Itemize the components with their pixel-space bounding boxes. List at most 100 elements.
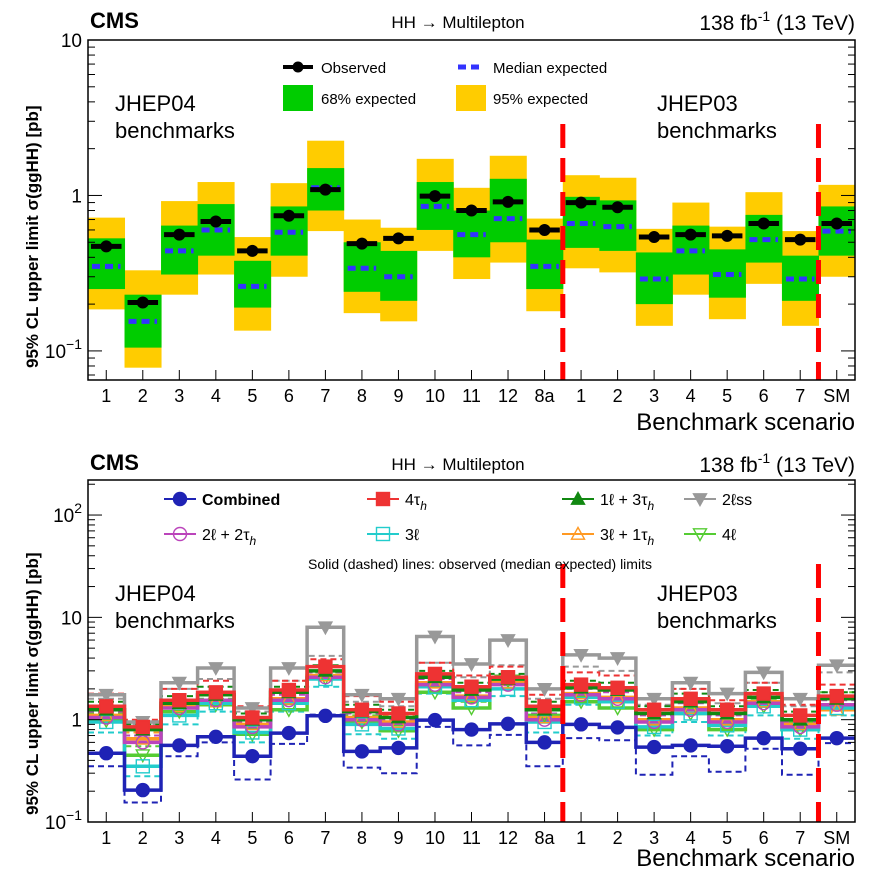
marker-2lss: [317, 621, 334, 636]
legend-label-3l1tau: 3ℓ + 1τh: [600, 527, 655, 548]
observed-marker: [684, 228, 697, 241]
observed-marker: [502, 195, 515, 208]
observed-marker: [465, 204, 478, 217]
top-legend: Observed Median expected 68% expected 95…: [283, 60, 607, 111]
marker-2lss: [756, 666, 772, 681]
marker-4tau: [427, 666, 443, 682]
legend-marker-4l: [692, 528, 708, 542]
legend-label-3l: 3ℓ: [405, 527, 419, 544]
bottom-x-tick-label: 3: [649, 828, 659, 848]
observed-marker: [648, 231, 661, 244]
marker-4tau: [756, 686, 771, 701]
bottom-dividers: [560, 564, 821, 822]
top-x-tick-label: 5: [722, 386, 732, 406]
bottom-jhep03-line1: JHEP03: [657, 581, 738, 606]
marker-comb: [318, 708, 333, 724]
observed-marker: [282, 209, 295, 222]
top-lumi: 138 fb-1 (13 TeV): [699, 8, 855, 35]
top-x-tick-label: 4: [211, 386, 221, 406]
marker-comb: [135, 782, 150, 798]
bottom-x-tick-label: 9: [393, 828, 403, 848]
top-observed: [91, 183, 852, 309]
top-x-tick-label: 11: [462, 386, 481, 406]
observed-line-3l: [88, 677, 855, 769]
marker-4l: [463, 702, 480, 716]
top-x-tick-label: 9: [393, 386, 403, 406]
bottom-x-tick-label: 8a: [535, 828, 556, 848]
bottom-x-tick-label: 5: [722, 828, 732, 848]
marker-4tau: [464, 679, 479, 694]
marker-2lss: [427, 630, 443, 645]
top-x-tick-label: 6: [759, 386, 769, 406]
marker-2lss: [244, 702, 261, 716]
marker-2lss: [98, 688, 114, 703]
marker-4tau: [135, 719, 150, 735]
marker-4tau: [573, 677, 589, 692]
marker-4tau: [245, 710, 260, 725]
bottom-note: Solid (dashed) lines: observed (median e…: [308, 556, 652, 572]
bottom-x-tick-label: 2: [138, 828, 148, 848]
observed-marker: [246, 244, 259, 257]
bottom-x-axis-label: Benchmark scenario: [636, 845, 855, 872]
legend-marker-comb: [172, 491, 188, 507]
marker-4tau: [208, 685, 224, 700]
top-title: HH → Multilepton: [391, 13, 524, 32]
top-x-tick-label: 3: [649, 386, 659, 406]
marker-comb: [719, 739, 735, 754]
legend-label-4l: 4ℓ: [722, 527, 736, 544]
marker-3l1tau: [609, 689, 626, 704]
legend-label-comb: Combined: [202, 492, 280, 509]
observed-marker: [355, 237, 368, 250]
observed-marker: [794, 233, 807, 246]
bottom-x-tick-label: 6: [284, 828, 294, 848]
marker-4tau: [610, 680, 625, 695]
marker-comb: [646, 739, 662, 755]
marker-4tau: [829, 688, 844, 704]
bottom-jhep04-line2: benchmarks: [115, 608, 235, 633]
bottom-x-tick-label: 1: [101, 828, 111, 848]
marker-4tau: [500, 670, 516, 685]
expected-line-4tau: [88, 658, 855, 721]
marker-4tau: [99, 699, 114, 714]
legend-marker-2l2tau: [172, 526, 188, 542]
top-expected-bands: [88, 140, 856, 368]
observed-marker: [209, 215, 222, 228]
marker-2lss: [171, 676, 187, 691]
bottom-x-tick-label: 3: [174, 828, 184, 848]
legend-median-label: Median expected: [493, 60, 607, 77]
legend-label-4tau: 4τh: [405, 492, 427, 513]
observed-marker: [100, 240, 113, 253]
bottom-y-tick-label: 102: [53, 500, 82, 527]
top-jhep03-line1: JHEP03: [657, 91, 738, 116]
marker-comb: [354, 744, 370, 759]
observed-marker: [721, 229, 734, 242]
legend-marker-2lss: [692, 493, 708, 507]
marker-4l: [135, 749, 151, 764]
marker-comb: [829, 730, 844, 746]
bottom-x-tick-label: 4: [686, 828, 696, 848]
marker-2lss: [463, 658, 480, 672]
bottom-experiment-label: CMS: [90, 450, 139, 475]
marker-comb: [464, 722, 479, 737]
marker-comb: [245, 748, 260, 764]
bottom-jhep03-line2: benchmarks: [657, 608, 777, 633]
expected-line-comb: [88, 713, 855, 804]
top-median-expected: [92, 185, 851, 324]
top-x-tick-label: 7: [795, 386, 805, 406]
top-x-tick-label: 10: [425, 386, 445, 406]
legend-observed-marker: [292, 61, 304, 73]
top-x-tick-label: 8: [357, 386, 367, 406]
top-x-tick-label: 1: [576, 386, 586, 406]
marker-2lss: [646, 692, 662, 707]
legend-68-swatch: [283, 85, 313, 111]
top-y-tick-label: 10: [61, 31, 82, 52]
legend-observed-label: Observed: [321, 60, 386, 77]
bottom-x-tick-label: 4: [211, 828, 221, 848]
marker-comb: [500, 716, 516, 732]
top-experiment-label: CMS: [90, 8, 139, 33]
marker-3l1tau: [135, 730, 151, 745]
